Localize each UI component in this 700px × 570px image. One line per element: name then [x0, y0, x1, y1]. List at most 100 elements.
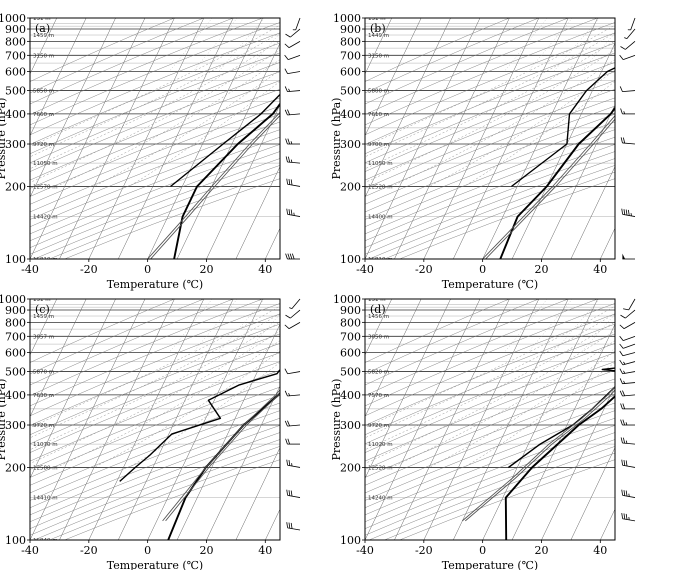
- wind-barb: [285, 138, 300, 145]
- wind-barb: [284, 368, 301, 375]
- height-label: 12520 m: [368, 465, 393, 471]
- mixing-ratio-line: [169, 299, 213, 353]
- dry-adiabat: [365, 113, 615, 213]
- height-label: 1456 m: [368, 314, 389, 320]
- series-parcel: [482, 115, 615, 259]
- mixing-ratio-line: [275, 66, 280, 72]
- wind-barb: [621, 208, 636, 217]
- dry-adiabat: [30, 18, 234, 105]
- dry-adiabat: [30, 113, 280, 213]
- isotherm: [218, 299, 333, 540]
- height-label: 1459 m: [33, 314, 54, 320]
- mixing-ratio-line: [294, 18, 344, 72]
- dry-adiabat: [30, 313, 280, 417]
- height-label: 11050 m: [33, 161, 58, 167]
- dry-adiabat: [369, 446, 615, 540]
- y-tick-label: 800: [340, 316, 361, 329]
- dry-adiabat: [30, 18, 263, 115]
- series-parcel-edge: [165, 392, 280, 522]
- y-tick-label: 600: [340, 65, 361, 78]
- dry-adiabat: [365, 343, 615, 445]
- x-tick-label: -40: [21, 544, 39, 557]
- y-tick-label: 200: [340, 180, 361, 193]
- isotherm: [88, 299, 205, 540]
- skewt-panel-1: 16810 m 14420 m 12570 m 11050 m 9720 m 7660 m…: [0, 12, 344, 291]
- dry-adiabat: [30, 303, 280, 407]
- isotherm: [88, 18, 205, 259]
- moist-adiabat: [463, 81, 615, 187]
- y-tick-label: 100: [340, 534, 361, 547]
- wind-barb: [627, 17, 636, 31]
- isotherm: [365, 299, 481, 540]
- isotherm: [365, 299, 451, 479]
- y-tick-label: 200: [340, 461, 361, 474]
- height-label: 3057 m: [33, 334, 54, 340]
- panel-label: (c): [35, 303, 50, 316]
- height-label: 3150 m: [368, 53, 389, 59]
- x-tick-label: -20: [80, 544, 98, 557]
- plot-area: 16810 m 14420 m 12570 m 11050 m 9720 m 7660 m…: [30, 18, 344, 263]
- moist-adiabat: [30, 305, 280, 428]
- x-tick-label: -40: [21, 263, 39, 276]
- isotherm: [30, 299, 57, 356]
- plot-area: 16840 m 14410 m 12580 m 11070 m 9720 m 7630 m…: [30, 299, 280, 540]
- wind-barb: [284, 390, 301, 397]
- moist-adiabat: [365, 330, 615, 464]
- dry-adiabat: [30, 402, 280, 501]
- dry-adiabat: [365, 333, 615, 436]
- dry-adiabat: [365, 22, 615, 126]
- moist-adiabat: [30, 32, 280, 158]
- dry-adiabat: [30, 323, 280, 426]
- dry-adiabat: [365, 432, 615, 529]
- mixing-ratio-line: [504, 299, 548, 353]
- y-tick-label: 100: [5, 253, 26, 266]
- y-tick-label: 800: [5, 35, 26, 48]
- wind-barb: [622, 253, 635, 260]
- x-tick-label: 0: [144, 544, 151, 557]
- wind-barb: [619, 343, 636, 349]
- height-label: 9720 m: [33, 142, 54, 148]
- wind-barb: [285, 28, 301, 38]
- dry-adiabat: [30, 105, 280, 205]
- isotherm: [570, 446, 615, 540]
- height-label: 12520 m: [368, 184, 393, 190]
- dry-adiabat: [365, 151, 615, 248]
- y-tick-label: 200: [5, 180, 26, 193]
- wind-barb: [620, 108, 635, 115]
- wind-barb: [619, 390, 636, 397]
- height-label: 9720 m: [33, 423, 54, 429]
- y-tick-label: 100: [340, 253, 361, 266]
- dry-adiabat: [30, 378, 280, 478]
- isotherm: [453, 299, 569, 540]
- series-temperature: [504, 395, 615, 540]
- plot-area: 14240 m 12520 m 11020 m 9720 m 7570 m 5820 m 3…: [100, 299, 615, 540]
- x-tick-label: 0: [479, 544, 486, 557]
- panel-label: (d): [370, 303, 386, 316]
- height-label: 5870 m: [33, 370, 54, 376]
- dry-adiabat: [30, 299, 204, 375]
- dry-adiabat: [365, 52, 615, 155]
- moist-adiabat: [365, 40, 615, 170]
- height-label: 16810 m: [33, 257, 58, 263]
- skewt-panel-2: 16810 m 14400 m 12520 m 11050 m 9700 m 7610 m…: [330, 12, 636, 291]
- moist-adiabat: [30, 40, 280, 170]
- y-tick-label: 600: [340, 346, 361, 359]
- wind-barb: [284, 322, 301, 330]
- isotherm: [541, 385, 615, 540]
- wind-barb-column: [619, 298, 636, 522]
- y-tick-label: 400: [340, 108, 361, 121]
- height-label: 11070 m: [33, 442, 58, 448]
- wind-barb: [284, 41, 301, 49]
- plot-frame: [29, 298, 281, 541]
- mixing-ratio-line: [218, 18, 265, 72]
- y-tick-label: 800: [5, 316, 26, 329]
- plot-frame: [29, 17, 281, 260]
- dry-adiabat: [30, 361, 280, 462]
- wind-barb-column: [284, 17, 301, 260]
- isotherm: [30, 18, 146, 259]
- y-tick-label: 700: [5, 49, 26, 62]
- y-tick-label: 300: [5, 138, 26, 151]
- moist-adiabat: [365, 24, 615, 147]
- isotherm: [100, 299, 215, 540]
